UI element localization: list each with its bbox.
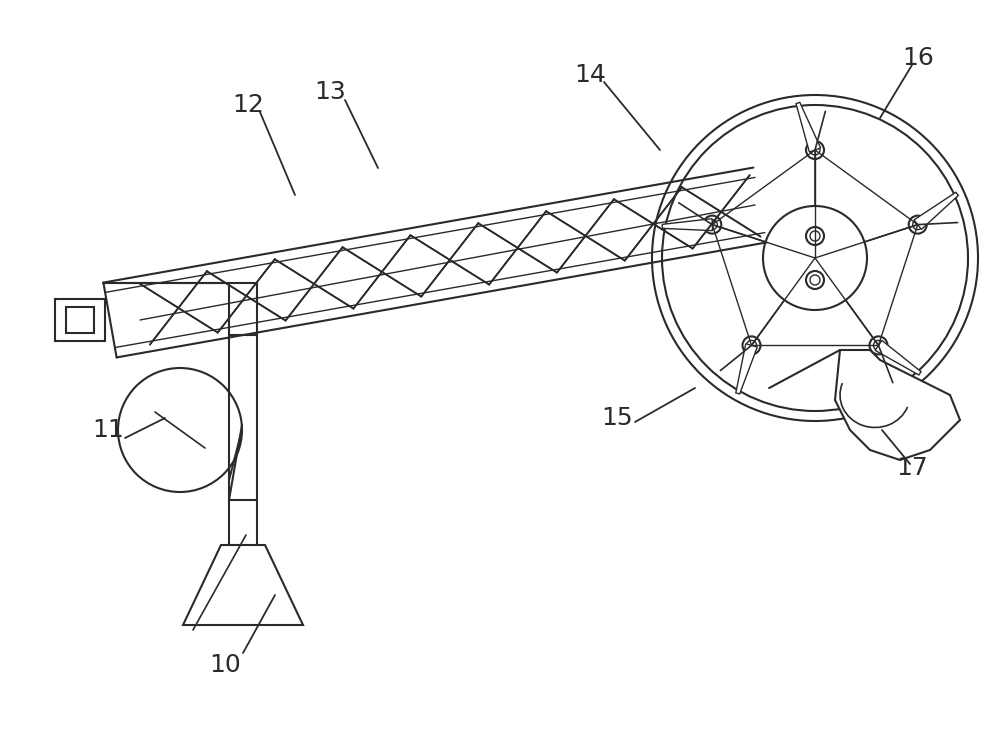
Polygon shape (662, 218, 712, 231)
Polygon shape (835, 350, 960, 460)
Text: 13: 13 (314, 80, 346, 104)
Circle shape (873, 340, 883, 350)
Text: 15: 15 (601, 406, 633, 430)
Circle shape (763, 206, 867, 310)
Circle shape (806, 141, 824, 159)
Text: 10: 10 (209, 653, 241, 677)
Circle shape (703, 215, 721, 234)
Text: 17: 17 (896, 456, 928, 480)
Circle shape (913, 220, 923, 230)
Polygon shape (736, 344, 757, 394)
Circle shape (662, 105, 968, 411)
Circle shape (652, 95, 978, 421)
Polygon shape (875, 340, 921, 375)
Circle shape (743, 337, 761, 354)
Circle shape (747, 340, 757, 350)
Polygon shape (914, 192, 958, 229)
Circle shape (909, 215, 927, 234)
Polygon shape (66, 307, 94, 333)
Circle shape (810, 145, 820, 155)
Circle shape (806, 271, 824, 289)
Circle shape (810, 231, 820, 241)
Text: 14: 14 (574, 63, 606, 87)
Circle shape (869, 337, 887, 354)
Polygon shape (55, 299, 105, 341)
Circle shape (806, 227, 824, 245)
Circle shape (810, 275, 820, 285)
Circle shape (118, 368, 242, 492)
Circle shape (707, 220, 717, 230)
Polygon shape (796, 102, 821, 152)
Text: 11: 11 (92, 418, 124, 442)
Text: 16: 16 (902, 46, 934, 70)
Polygon shape (183, 545, 303, 625)
Text: 12: 12 (232, 93, 264, 117)
